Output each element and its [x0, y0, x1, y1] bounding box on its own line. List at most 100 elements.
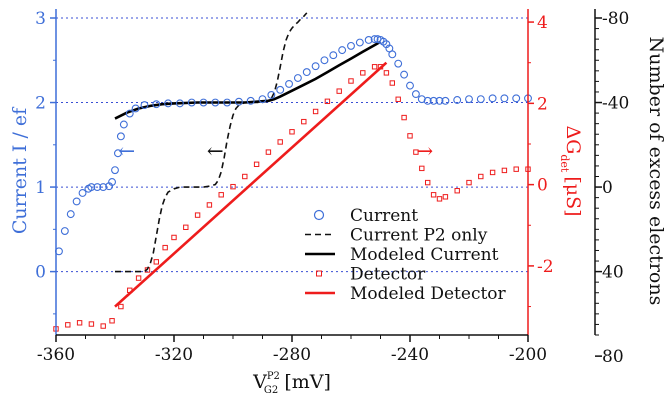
detector-point — [277, 139, 283, 145]
direction-arrow: → — [416, 139, 433, 163]
detector-point — [389, 80, 396, 86]
detector-point — [401, 114, 407, 121]
current-p2-only-line — [115, 12, 308, 273]
current-point — [338, 46, 347, 55]
far-right-tick-label: -40 — [602, 94, 629, 114]
detector-point — [88, 321, 95, 327]
current-point — [87, 183, 96, 192]
current-point — [199, 98, 208, 107]
legend-entry: Current — [313, 206, 418, 226]
current-point — [400, 70, 409, 79]
legend-label: Current P2 only — [350, 226, 488, 246]
current-point — [119, 120, 128, 129]
detector-point — [183, 224, 189, 231]
current-point — [93, 183, 102, 192]
current-point — [476, 95, 485, 104]
detector-point — [436, 196, 443, 202]
current-point — [388, 50, 397, 59]
right-tick-label: 0 — [537, 176, 548, 196]
x-tick-label: -320 — [155, 345, 193, 365]
current-point — [187, 98, 196, 107]
current-point — [406, 81, 414, 90]
detector-point — [430, 192, 437, 198]
far-right-tick-label: -80 — [602, 9, 629, 29]
detector-point — [395, 96, 401, 102]
current-point — [311, 62, 320, 71]
left-tick-label: 1 — [35, 178, 46, 198]
detector-point — [171, 234, 177, 241]
right-axis-title-sub: det — [558, 154, 571, 173]
detector-point — [253, 161, 260, 168]
current-point — [347, 41, 355, 50]
detector-point — [407, 133, 413, 139]
current-point — [60, 227, 69, 235]
legend-entry: Detector — [316, 265, 426, 285]
far-right-tick-label: 80 — [602, 347, 624, 367]
far-right-axis-title: Number of excess electrons — [645, 37, 667, 306]
current-point — [234, 97, 243, 106]
detector-point — [135, 275, 142, 281]
legend-label: Current — [350, 206, 418, 226]
current-point — [465, 95, 473, 104]
detector-point — [513, 166, 519, 172]
legend-marker — [313, 209, 325, 221]
current-point — [276, 85, 285, 94]
detector-point — [218, 192, 224, 198]
left-tick-label: 0 — [35, 263, 46, 283]
current-point — [108, 178, 117, 186]
x-tick-label: -360 — [37, 345, 75, 365]
current-point — [164, 99, 173, 108]
current-point — [285, 79, 293, 88]
detector-point — [371, 64, 378, 70]
current-point — [267, 90, 276, 99]
detector-point — [65, 322, 71, 328]
legend-marker — [316, 270, 322, 277]
modeled-current-line — [114, 40, 382, 120]
current-point — [125, 109, 134, 118]
x-axis-title-unit: [mV] — [278, 371, 331, 393]
detector-point — [265, 149, 272, 155]
left-tick-label: 2 — [35, 94, 46, 114]
x-axis-title-sup: P2 — [267, 371, 280, 382]
detector-point — [419, 165, 425, 172]
detector-point — [100, 323, 106, 329]
x-tick-label: -240 — [391, 345, 429, 365]
current-point — [512, 94, 521, 103]
right-axis-title-main: ΔG — [562, 125, 584, 154]
left-axis-title: Current I / ef — [9, 106, 31, 234]
right-tick-label: -2 — [537, 257, 554, 277]
current-point — [175, 99, 184, 108]
current-point — [131, 104, 140, 113]
detector-point — [289, 129, 295, 135]
current-point — [152, 100, 161, 109]
current-point — [246, 96, 255, 105]
right-axis-title: ΔGdet [μS] — [558, 125, 584, 216]
detector-point — [109, 318, 115, 324]
detector-point — [348, 78, 354, 84]
axes: -360 -320 -280 -240 -200 0 1 2 3 -2 0 2 4 -80 -40 0 40 80 — [35, 9, 629, 367]
detector-point — [230, 183, 236, 190]
detector-point — [478, 173, 484, 180]
detector-point — [489, 169, 496, 176]
right-tick-label: 4 — [537, 13, 548, 33]
detector-point — [301, 118, 307, 125]
x-tick-label: -200 — [509, 345, 547, 365]
detector-point — [360, 70, 366, 76]
direction-arrow: ← — [207, 139, 224, 163]
detector-point — [162, 244, 168, 251]
detector-point — [442, 194, 449, 200]
current-point — [500, 94, 509, 103]
right-tick-label: 2 — [537, 94, 548, 114]
left-tick-label: 3 — [35, 9, 46, 29]
current-point — [488, 94, 497, 103]
detector-point — [336, 88, 342, 94]
current-point — [394, 59, 403, 68]
far-right-tick-label: 40 — [602, 263, 624, 283]
legend-entry: Modeled Detector — [305, 284, 507, 304]
far-right-tick-label: 0 — [602, 178, 613, 198]
current-point — [211, 98, 220, 107]
detector-point — [118, 303, 124, 310]
current-point — [116, 132, 125, 141]
direction-arrow: ← — [118, 139, 135, 163]
